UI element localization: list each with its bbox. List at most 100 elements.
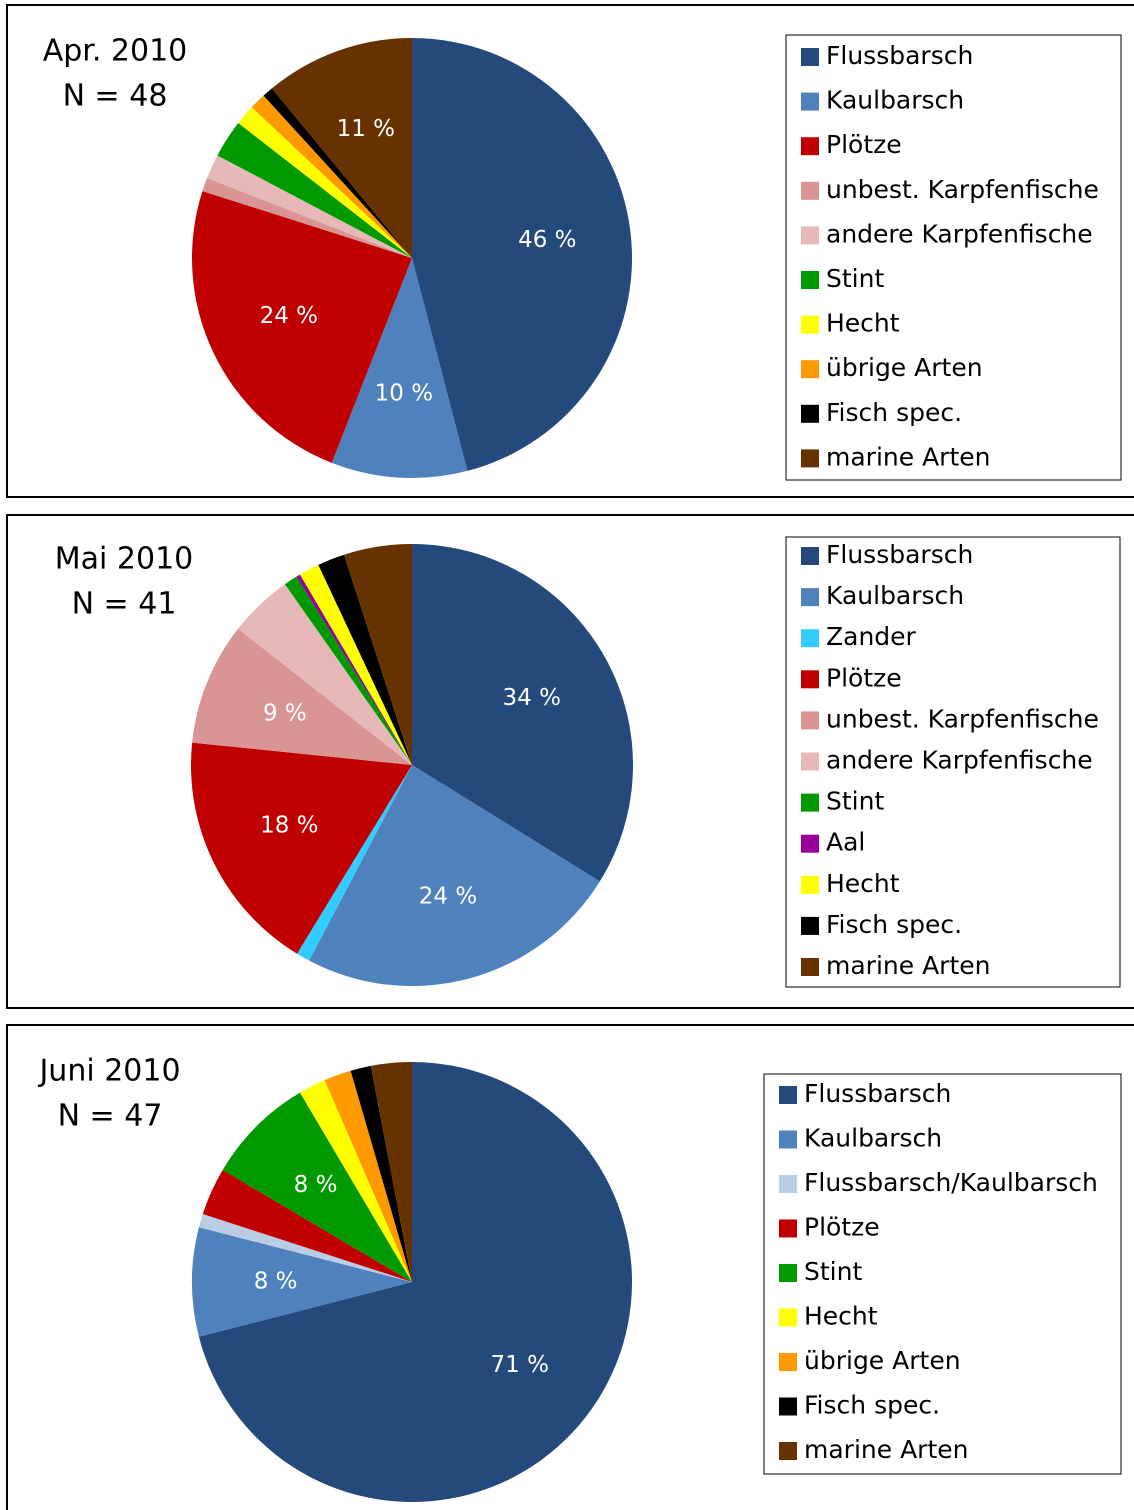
legend-entry: Plötze (826, 130, 902, 159)
pie-slice (207, 155, 412, 258)
pie-slice (412, 38, 632, 471)
legend-swatch (801, 834, 819, 853)
legend-entry: marine Arten (826, 442, 990, 471)
legend-swatch (801, 711, 819, 730)
pie-slice (263, 88, 412, 258)
data-label: 8 % (294, 1172, 338, 1198)
legend-entry: Stint (804, 1257, 862, 1286)
legend-swatch (779, 1442, 797, 1460)
pie-slice (191, 191, 412, 463)
pie-slice (198, 1062, 633, 1502)
legend-swatch (779, 1353, 797, 1371)
legend-swatch (779, 1397, 797, 1416)
legend-swatch (779, 1175, 797, 1193)
legend-swatch (801, 92, 819, 111)
legend-swatch (801, 181, 819, 200)
pie-slice (271, 38, 412, 258)
legend-box (785, 34, 1122, 481)
chart-subtitle: N = 48 (63, 79, 168, 114)
legend-entry: unbest. Karpfenfische (826, 175, 1099, 204)
legend-swatch (801, 360, 819, 379)
pie-slice (238, 107, 412, 258)
data-label: 24 % (419, 884, 477, 910)
legend-swatch (801, 226, 819, 245)
pie-slice (202, 178, 412, 258)
pie-slice (284, 576, 412, 765)
panel-frame (6, 1024, 1134, 1510)
legend-entry: Fisch spec. (804, 1391, 940, 1420)
pie-slice (331, 258, 468, 478)
legend-entry: marine Arten (826, 951, 990, 980)
legend-swatch (801, 670, 819, 689)
legend-entry: Plötze (804, 1213, 880, 1242)
pie-slice (198, 1214, 412, 1282)
legend-swatch (779, 1308, 797, 1327)
legend-entry: unbest. Karpfenfische (826, 704, 1099, 733)
panel-frame (6, 4, 1134, 498)
data-label: 8 % (254, 1269, 298, 1295)
data-label: 11 % (337, 116, 395, 142)
pie-slice (297, 765, 412, 961)
legend-entry: Hecht (826, 869, 900, 898)
chart-subtitle: N = 47 (58, 1099, 163, 1134)
data-label: 46 % (518, 227, 576, 253)
pie-slice (202, 1170, 412, 1282)
legend-entry: Stint (826, 264, 884, 293)
legend-swatch (779, 1130, 797, 1149)
legend-entry: Flussbarsch (826, 540, 973, 569)
legend-swatch (801, 958, 819, 976)
chart-title: Apr. 2010 (43, 34, 188, 69)
pie-slice (300, 564, 412, 765)
legend-swatch (801, 315, 819, 334)
legend-swatch (801, 404, 819, 423)
data-label: 24 % (260, 303, 318, 329)
legend-swatch (801, 449, 819, 468)
pie-slice (251, 95, 412, 258)
chart-title: Mai 2010 (55, 542, 194, 577)
data-label: 10 % (375, 381, 433, 407)
legend-swatch (801, 547, 819, 565)
data-label: 34 % (503, 685, 561, 711)
chart-subtitle: N = 41 (72, 587, 177, 622)
pie-slice (222, 1092, 412, 1282)
legend-box (785, 536, 1121, 988)
pie-slice (191, 742, 412, 954)
legend-entry: Stint (826, 787, 884, 816)
legend-swatch (801, 588, 819, 607)
legend-swatch (801, 916, 819, 935)
legend-entry: Fisch spec. (826, 910, 962, 939)
pie-slice (318, 554, 412, 765)
pie-slice (192, 628, 412, 765)
legend-swatch (801, 752, 819, 771)
legend-entry: Kaulbarsch (804, 1124, 942, 1153)
pie-slice (344, 544, 412, 765)
pie-slice (309, 765, 600, 987)
data-label: 18 % (260, 812, 318, 838)
pie-slice (191, 1227, 412, 1337)
legend-swatch (801, 793, 819, 812)
legend-swatch (779, 1219, 797, 1238)
legend-swatch (801, 629, 819, 648)
legend-entry: Hecht (804, 1302, 878, 1331)
legend-entry: Flussbarsch (804, 1079, 951, 1108)
legend-entry: andere Karpfenfische (826, 219, 1093, 248)
legend-box (763, 1073, 1122, 1475)
legend-entry: Plötze (826, 663, 902, 692)
legend-entry: übrige Arten (826, 353, 983, 382)
pie-slice (296, 574, 412, 765)
legend-swatch (801, 271, 819, 289)
pie-slice (217, 123, 412, 258)
legend-entry: Hecht (826, 309, 900, 338)
chart-title: Juni 2010 (37, 1054, 180, 1089)
pie-slice (300, 1080, 412, 1282)
data-label: 9 % (263, 700, 307, 726)
legend-swatch (779, 1264, 797, 1282)
legend-swatch (801, 137, 819, 156)
legend-entry: Fisch spec. (826, 398, 962, 427)
data-label: 71 % (491, 1352, 549, 1378)
legend-entry: Kaulbarsch (826, 86, 964, 115)
panel-frame (6, 514, 1134, 1009)
pie-slice (370, 1062, 412, 1282)
legend-entry: marine Arten (804, 1435, 968, 1464)
legend-swatch (779, 1086, 797, 1104)
